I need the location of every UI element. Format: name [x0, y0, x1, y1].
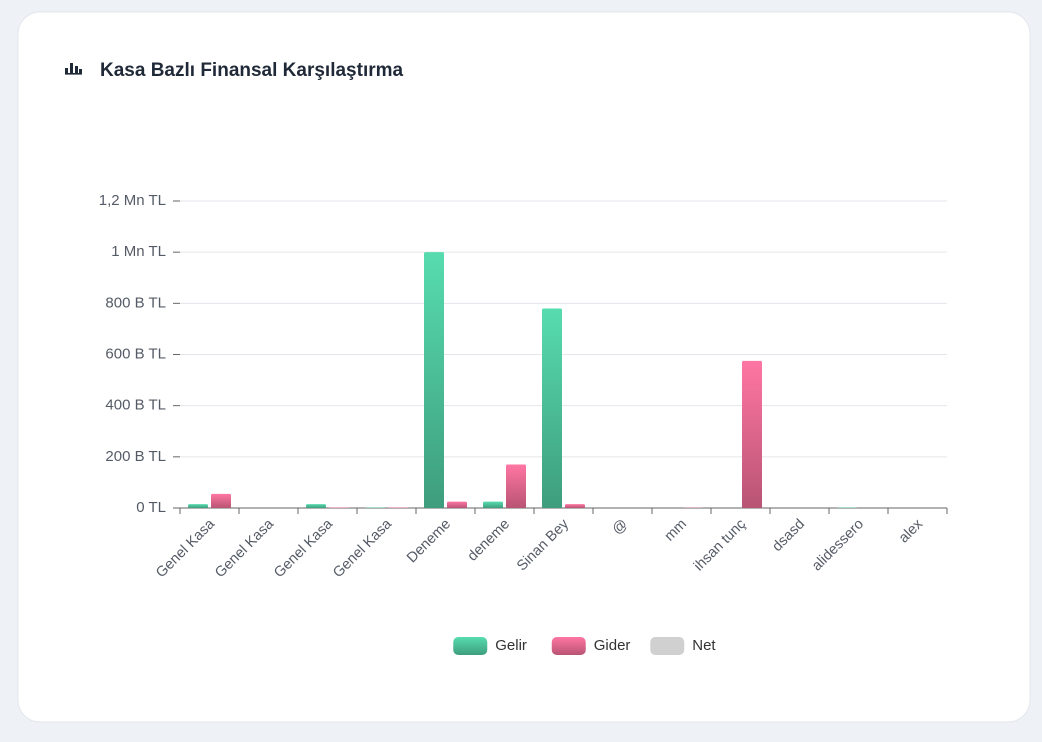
legend-swatch — [650, 637, 685, 655]
y-tick-label: 200 B TL — [105, 448, 166, 465]
bar — [565, 504, 585, 508]
bar — [542, 308, 562, 508]
bar — [506, 464, 526, 508]
chart-title: Kasa Bazlı Finansal Karşılaştırma — [100, 60, 404, 81]
legend-item[interactable]: Gelir — [453, 637, 527, 655]
y-tick-label: 400 B TL — [105, 397, 166, 414]
legend-label: Net — [692, 637, 716, 654]
y-tick-label: 800 B TL — [105, 294, 166, 311]
y-tick-label: 1,2 Mn TL — [99, 192, 166, 209]
legend-swatch — [551, 637, 586, 655]
legend-label: Gelir — [495, 637, 527, 654]
y-tick-label: 0 TL — [136, 499, 166, 516]
bar — [483, 501, 503, 508]
legend-label: Gider — [594, 637, 631, 654]
bar — [424, 252, 444, 508]
y-tick-label: 1 Mn TL — [111, 243, 166, 260]
bar — [188, 504, 208, 508]
bar — [447, 501, 467, 508]
bar — [306, 504, 326, 508]
y-tick-label: 600 B TL — [105, 345, 166, 362]
bar — [365, 507, 385, 508]
bar — [211, 493, 231, 508]
legend-item[interactable]: Net — [650, 637, 716, 655]
card — [17, 11, 1031, 723]
bar — [837, 507, 857, 508]
bar — [388, 507, 408, 508]
legend-swatch — [453, 637, 488, 655]
bar — [742, 360, 762, 508]
bar — [329, 507, 349, 508]
chart-icon — [65, 63, 82, 75]
legend-item[interactable]: Gider — [551, 637, 631, 655]
